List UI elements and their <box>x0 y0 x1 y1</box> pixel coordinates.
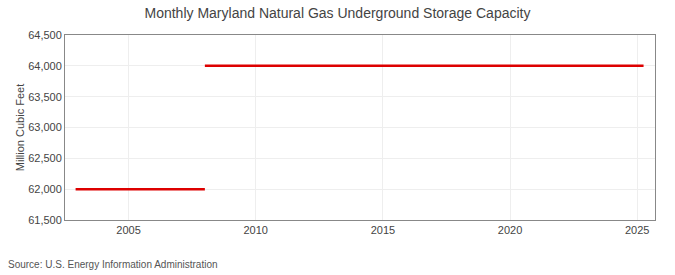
svg-text:62,500: 62,500 <box>28 152 62 164</box>
svg-text:62,000: 62,000 <box>28 183 62 195</box>
svg-text:64,000: 64,000 <box>28 60 62 72</box>
svg-text:Monthly Maryland Natural Gas U: Monthly Maryland Natural Gas Underground… <box>145 5 531 21</box>
svg-text:61,500: 61,500 <box>28 214 62 226</box>
svg-text:2010: 2010 <box>243 224 267 236</box>
svg-text:63,000: 63,000 <box>28 121 62 133</box>
svg-text:2015: 2015 <box>371 224 395 236</box>
svg-text:2020: 2020 <box>498 224 522 236</box>
svg-text:64,500: 64,500 <box>28 29 62 41</box>
svg-text:Million Cubic Feet: Million Cubic Feet <box>14 84 26 171</box>
svg-text:63,500: 63,500 <box>28 91 62 103</box>
svg-text:2025: 2025 <box>625 224 649 236</box>
svg-text:2005: 2005 <box>116 224 140 236</box>
svg-text:Source: U.S. Energy Informatio: Source: U.S. Energy Information Administ… <box>8 259 218 270</box>
